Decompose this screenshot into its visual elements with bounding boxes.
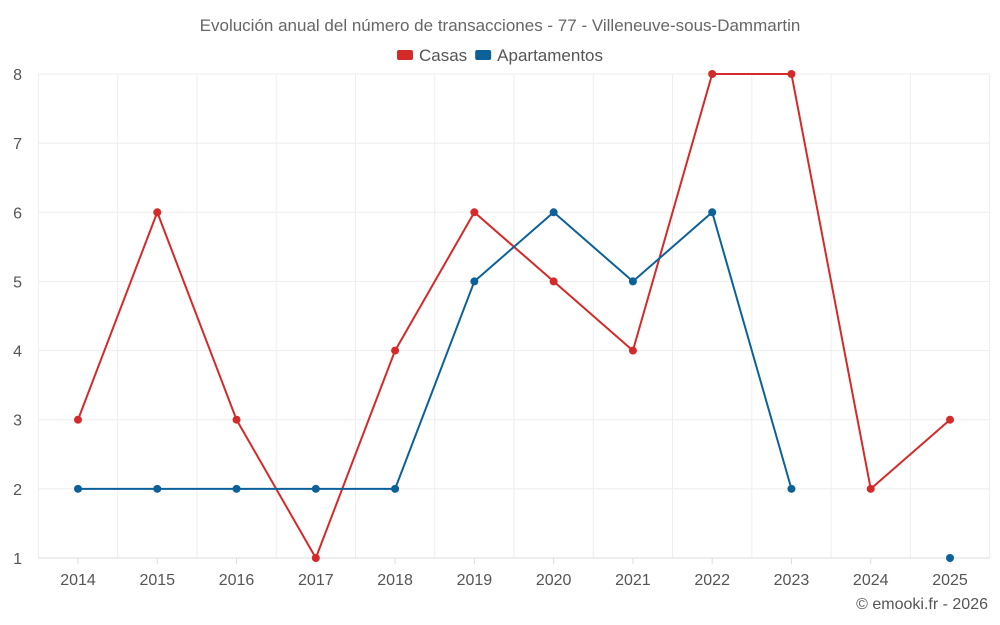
x-tick-label: 2014 bbox=[60, 572, 96, 589]
data-point-casas[interactable] bbox=[708, 70, 717, 78]
legend[interactable]: Casas Apartamentos bbox=[396, 46, 603, 65]
x-axis: 2014 2015 2016 2017 2018 2019 2020 2021 2022 2023… bbox=[60, 558, 968, 589]
data-point-casas[interactable] bbox=[311, 554, 320, 562]
legend-label-casas[interactable]: Casas bbox=[419, 46, 467, 65]
data-point-apartamentos[interactable] bbox=[946, 554, 954, 562]
data-point-casas[interactable] bbox=[628, 346, 637, 355]
y-tick-label: 6 bbox=[13, 205, 22, 222]
data-point-casas[interactable] bbox=[946, 415, 954, 424]
x-tick-label: 2024 bbox=[853, 572, 889, 589]
x-tick-label: 2016 bbox=[219, 572, 255, 589]
x-tick-label: 2017 bbox=[298, 572, 334, 589]
data-point-casas[interactable] bbox=[549, 277, 558, 286]
data-point-apartamentos[interactable] bbox=[787, 484, 796, 493]
series-line-apartamentos bbox=[77, 211, 793, 490]
data-point-apartamentos[interactable] bbox=[391, 484, 400, 493]
data-point-apartamentos[interactable] bbox=[470, 277, 479, 286]
x-tick-label: 2019 bbox=[457, 572, 493, 589]
data-point-apartamentos[interactable] bbox=[311, 484, 320, 493]
legend-swatch-casas[interactable] bbox=[396, 50, 413, 60]
y-tick-label: 4 bbox=[13, 344, 22, 361]
legend-swatch-apartamentos[interactable] bbox=[475, 50, 492, 60]
data-point-casas[interactable] bbox=[153, 208, 162, 217]
data-point-apartamentos[interactable] bbox=[708, 208, 717, 217]
data-point-casas[interactable] bbox=[391, 346, 400, 355]
data-point-apartamentos[interactable] bbox=[628, 277, 637, 286]
data-point-apartamentos[interactable] bbox=[232, 484, 241, 493]
credit-text: © emooki.fr - 2026 bbox=[856, 596, 988, 613]
x-tick-label: 2018 bbox=[377, 572, 413, 589]
series-points bbox=[74, 70, 954, 562]
x-tick-label: 2021 bbox=[615, 572, 651, 589]
y-tick-label: 3 bbox=[13, 413, 22, 430]
grid bbox=[37, 73, 991, 559]
y-axis: 1 2 3 4 5 6 7 8 bbox=[13, 67, 22, 568]
x-tick-label: 2022 bbox=[694, 572, 730, 589]
data-point-casas[interactable] bbox=[74, 415, 82, 424]
x-tick-label: 2020 bbox=[536, 572, 572, 589]
x-tick-label: 2023 bbox=[774, 572, 810, 589]
data-point-casas[interactable] bbox=[787, 70, 796, 78]
y-tick-label: 1 bbox=[13, 551, 22, 568]
x-tick-label: 2025 bbox=[932, 572, 968, 589]
data-point-apartamentos[interactable] bbox=[153, 484, 162, 493]
data-point-apartamentos[interactable] bbox=[549, 208, 558, 217]
y-tick-label: 5 bbox=[13, 274, 22, 291]
x-tick-label: 2015 bbox=[139, 572, 175, 589]
legend-label-apartamentos[interactable]: Apartamentos bbox=[497, 46, 603, 65]
data-point-casas[interactable] bbox=[470, 208, 479, 217]
series-lines bbox=[77, 73, 951, 559]
y-tick-label: 7 bbox=[13, 136, 22, 153]
data-point-apartamentos[interactable] bbox=[74, 484, 82, 493]
data-point-casas[interactable] bbox=[232, 415, 241, 424]
data-point-casas[interactable] bbox=[866, 484, 875, 493]
y-tick-label: 8 bbox=[13, 67, 22, 84]
chart-title: Evolución anual del número de transaccio… bbox=[200, 16, 801, 35]
y-tick-label: 2 bbox=[13, 482, 22, 499]
